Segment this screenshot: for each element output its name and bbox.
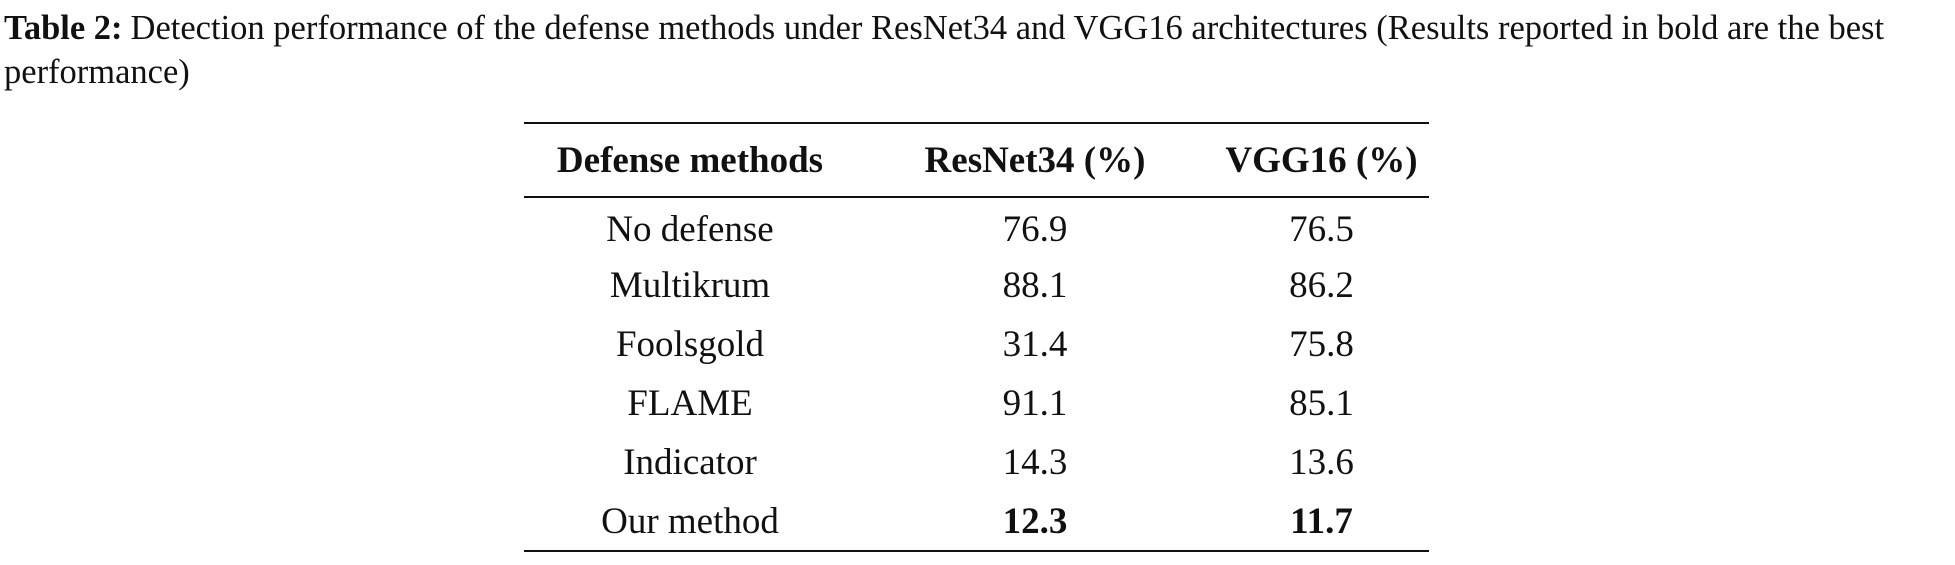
header-row: Defense methods ResNet34 (%) VGG16 (%) — [524, 123, 1429, 197]
method-cell: Foolsgold — [615, 324, 765, 365]
row: Multikrum 88.1 86.2 — [524, 256, 1429, 315]
row: Our method 12.3 11.7 — [524, 492, 1429, 551]
method-cell: No defense — [606, 208, 774, 250]
caption-label: Table 2: — [4, 9, 123, 47]
value-cell: 14.3 — [1002, 442, 1068, 483]
row: FLAME 91.1 85.1 — [524, 374, 1429, 433]
table-caption: Table 2: Detection performance of the def… — [4, 6, 1949, 94]
method-cell: Multikrum — [609, 265, 771, 306]
row: Indicator 14.3 13.6 — [524, 433, 1429, 492]
value-cell: 76.9 — [1002, 208, 1068, 250]
header-cell: VGG16 (%) — [1225, 139, 1418, 181]
value-cell: 88.1 — [1002, 265, 1068, 306]
value-cell: 85.1 — [1289, 383, 1354, 424]
header-cell: ResNet34 (%) — [924, 139, 1146, 181]
method-cell: Indicator — [623, 442, 757, 483]
value-cell: 75.8 — [1289, 324, 1354, 365]
method-cell: Our method — [601, 500, 779, 542]
value-cell: 86.2 — [1289, 265, 1354, 306]
header-cell: Defense methods — [556, 139, 824, 181]
best-value-cell: 11.7 — [1290, 500, 1353, 542]
value-cell: 76.5 — [1289, 208, 1354, 250]
results-table: Defense methods ResNet34 (%) VGG16 (%) N… — [524, 122, 1429, 552]
best-value-cell: 12.3 — [1002, 500, 1068, 542]
value-cell: 31.4 — [1002, 324, 1068, 365]
row: Foolsgold 31.4 75.8 — [524, 315, 1429, 374]
caption-text: Detection performance of the defense met… — [4, 9, 1885, 91]
value-cell: 91.1 — [1002, 383, 1068, 424]
value-cell: 13.6 — [1289, 442, 1354, 483]
method-cell: FLAME — [627, 383, 753, 424]
row: No defense 76.9 76.5 — [524, 197, 1429, 256]
